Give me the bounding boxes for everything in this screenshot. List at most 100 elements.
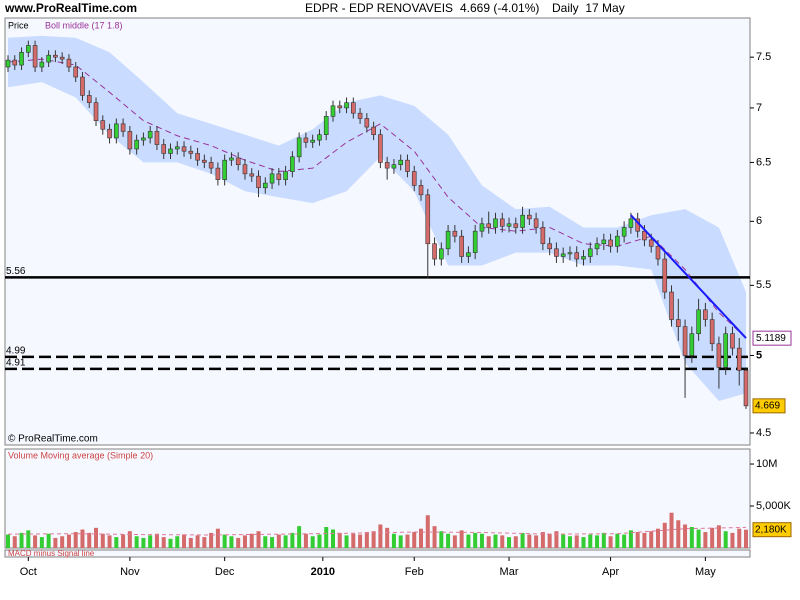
candle-body [642, 230, 647, 241]
y-tick-label: 5.5 [756, 279, 771, 291]
candle-body [723, 333, 728, 368]
candle-body [195, 153, 200, 161]
candle-body [93, 102, 99, 121]
chart-title: EDPR - EDP RENOVAVEIS [305, 1, 453, 15]
volume-bar [182, 534, 187, 548]
volume-title: Volume Moving average (Simple 20) [8, 450, 153, 460]
x-tick-label: Feb [405, 566, 424, 578]
candle-body [384, 162, 390, 169]
candle-body [527, 214, 532, 220]
volume-bar [567, 536, 572, 548]
candle-body [147, 131, 153, 139]
candle-body [168, 148, 173, 154]
candle-body [696, 309, 701, 335]
volume-bar [649, 531, 654, 548]
volume-bar [405, 534, 410, 548]
candle-body [303, 137, 309, 143]
volume-bar [80, 529, 85, 548]
candle-body [290, 156, 295, 172]
candle-body [648, 239, 654, 247]
candle-body [26, 45, 31, 53]
bollinger-middle [7, 58, 747, 339]
middle-label: 5.1189 [756, 333, 786, 344]
volume-bar [236, 537, 241, 548]
x-tick-label: Mar [500, 566, 519, 578]
volume-bar [500, 535, 505, 548]
candle-body [506, 223, 512, 227]
volume-bar [134, 536, 139, 548]
volume-label: 2,180K [755, 524, 787, 535]
volume-bar [371, 531, 376, 548]
candle-body [391, 164, 397, 169]
price-text: 4.669 (-4.01%) [460, 1, 539, 15]
volume-bar [60, 536, 65, 548]
candle-body [161, 144, 167, 154]
volume-bar [317, 534, 322, 548]
volume-bar [716, 525, 721, 548]
volume-bar [432, 526, 437, 548]
candle-body [682, 326, 688, 356]
volume-bar [588, 534, 593, 548]
volume-bar [723, 531, 728, 548]
volume-bar [276, 534, 281, 548]
candle-body [513, 223, 519, 228]
volume-bar [601, 532, 606, 548]
volume-bar [622, 534, 627, 548]
volume-bar [242, 535, 247, 548]
y-tick-label: 4.5 [756, 427, 771, 439]
site-link[interactable]: www.ProRealTime.com [4, 1, 137, 15]
candle-body [398, 159, 403, 166]
x-tick-label: May [695, 566, 716, 578]
volume-bar [19, 532, 24, 548]
candle-body [269, 173, 275, 184]
volume-bar [344, 535, 349, 548]
volume-bar [425, 515, 430, 548]
volume-bar [398, 535, 403, 548]
last-price-box [752, 398, 786, 414]
volume-bar [689, 527, 694, 548]
volume-bar [337, 532, 342, 548]
volume-bar [188, 537, 193, 548]
candle-body [547, 243, 552, 250]
candle-body [452, 230, 458, 237]
candle-body [283, 171, 288, 180]
candle-body [202, 159, 207, 163]
price-legend: Price [8, 20, 29, 30]
candle-body [323, 116, 329, 135]
candle-body [371, 126, 376, 135]
candle-body [66, 58, 72, 68]
volume-bar [215, 528, 220, 548]
x-tick-label: Oct [20, 566, 37, 578]
candle-body [141, 137, 146, 141]
y-tick-label: 6.5 [756, 156, 771, 168]
candle-body [276, 173, 282, 180]
candle-body [344, 102, 349, 109]
volume-bar [642, 532, 647, 548]
candle-body [411, 171, 417, 186]
volume-bar [94, 527, 99, 548]
candle-body [174, 146, 180, 150]
volume-bar [730, 532, 735, 548]
volume-bar [547, 533, 552, 548]
volume-bar [26, 530, 31, 548]
volume-bar [385, 527, 390, 548]
volume-bar [574, 535, 579, 548]
x-tick-label: Apr [602, 566, 619, 578]
volume-bar [459, 530, 464, 548]
volume-bar [419, 528, 424, 548]
volume-bar [364, 532, 369, 548]
y-tick-label: 7 [756, 102, 762, 114]
volume-bar [595, 535, 600, 548]
candle-body [540, 227, 546, 245]
volume-bar [324, 527, 329, 548]
macd-title: MACD minus Signal line [8, 549, 95, 558]
volume-bar [486, 536, 491, 548]
volume-bar [378, 524, 383, 548]
volume-bar [446, 533, 451, 548]
volume-bar [608, 536, 613, 548]
candle-body [669, 291, 674, 320]
candle-body [716, 343, 722, 368]
volume-bar [439, 531, 444, 548]
level-label: 4.99 [6, 346, 26, 357]
